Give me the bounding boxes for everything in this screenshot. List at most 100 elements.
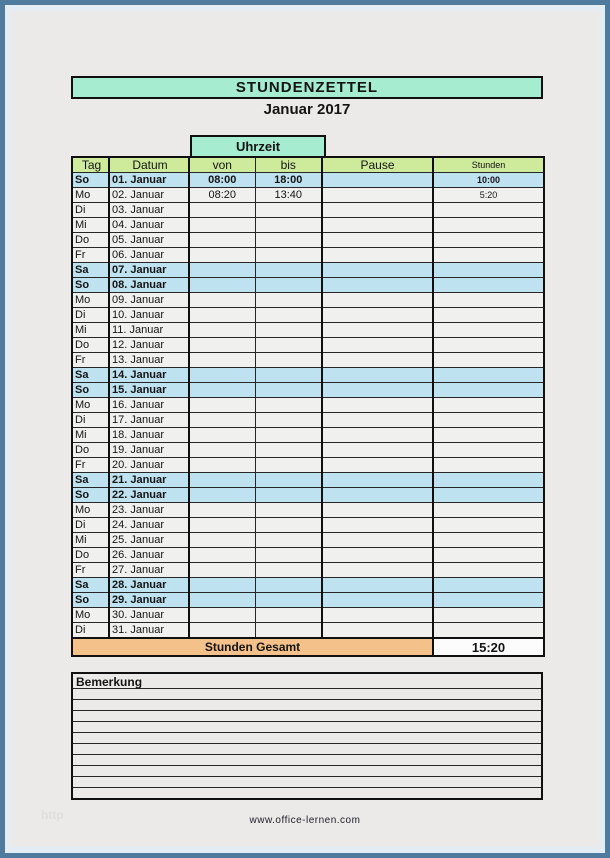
cell-pause[interactable] bbox=[321, 217, 434, 233]
bemerkung-line[interactable] bbox=[73, 711, 541, 722]
cell-pause[interactable] bbox=[321, 202, 434, 218]
cell-pause[interactable] bbox=[321, 367, 434, 383]
cell-pause[interactable] bbox=[321, 382, 434, 398]
cell-stunden[interactable] bbox=[432, 532, 545, 548]
cell-pause[interactable] bbox=[321, 247, 434, 263]
cell-pause[interactable] bbox=[321, 412, 434, 428]
cell-stunden[interactable] bbox=[432, 382, 545, 398]
cell-bis[interactable] bbox=[254, 502, 323, 518]
cell-von[interactable] bbox=[188, 397, 256, 413]
cell-von[interactable] bbox=[188, 592, 256, 608]
cell-bis[interactable] bbox=[254, 472, 323, 488]
cell-pause[interactable] bbox=[321, 322, 434, 338]
cell-pause[interactable] bbox=[321, 172, 434, 188]
footer-link[interactable]: www.office-lernen.com bbox=[249, 815, 361, 826]
cell-bis[interactable]: 18:00 bbox=[254, 172, 323, 188]
cell-stunden[interactable] bbox=[432, 562, 545, 578]
cell-stunden[interactable] bbox=[432, 442, 545, 458]
cell-von[interactable] bbox=[188, 232, 256, 248]
cell-pause[interactable] bbox=[321, 397, 434, 413]
cell-stunden[interactable] bbox=[432, 547, 545, 563]
cell-stunden[interactable] bbox=[432, 577, 545, 593]
cell-von[interactable] bbox=[188, 337, 256, 353]
cell-von[interactable]: 08:00 bbox=[188, 172, 256, 188]
bemerkung-line[interactable] bbox=[73, 700, 541, 711]
cell-stunden[interactable] bbox=[432, 397, 545, 413]
cell-von[interactable] bbox=[188, 292, 256, 308]
cell-pause[interactable] bbox=[321, 562, 434, 578]
cell-stunden[interactable] bbox=[432, 337, 545, 353]
cell-stunden[interactable] bbox=[432, 202, 545, 218]
cell-pause[interactable] bbox=[321, 187, 434, 203]
cell-pause[interactable] bbox=[321, 547, 434, 563]
cell-stunden[interactable]: 5:20 bbox=[432, 187, 545, 203]
cell-bis[interactable] bbox=[254, 232, 323, 248]
cell-stunden[interactable] bbox=[432, 622, 545, 639]
cell-von[interactable] bbox=[188, 547, 256, 563]
cell-von[interactable] bbox=[188, 307, 256, 323]
cell-stunden[interactable] bbox=[432, 292, 545, 308]
cell-stunden[interactable] bbox=[432, 592, 545, 608]
cell-bis[interactable] bbox=[254, 607, 323, 623]
bemerkung-line[interactable] bbox=[73, 766, 541, 777]
cell-pause[interactable] bbox=[321, 277, 434, 293]
cell-bis[interactable] bbox=[254, 427, 323, 443]
cell-bis[interactable] bbox=[254, 352, 323, 368]
cell-bis[interactable] bbox=[254, 307, 323, 323]
cell-pause[interactable] bbox=[321, 337, 434, 353]
cell-bis[interactable] bbox=[254, 337, 323, 353]
cell-von[interactable] bbox=[188, 352, 256, 368]
cell-bis[interactable]: 13:40 bbox=[254, 187, 323, 203]
cell-pause[interactable] bbox=[321, 427, 434, 443]
cell-pause[interactable] bbox=[321, 472, 434, 488]
cell-bis[interactable] bbox=[254, 262, 323, 278]
cell-bis[interactable] bbox=[254, 367, 323, 383]
cell-von[interactable] bbox=[188, 577, 256, 593]
cell-pause[interactable] bbox=[321, 307, 434, 323]
cell-von[interactable] bbox=[188, 382, 256, 398]
cell-bis[interactable] bbox=[254, 562, 323, 578]
cell-stunden[interactable] bbox=[432, 517, 545, 533]
cell-bis[interactable] bbox=[254, 382, 323, 398]
cell-von[interactable] bbox=[188, 472, 256, 488]
cell-stunden[interactable] bbox=[432, 322, 545, 338]
bemerkung-line[interactable] bbox=[73, 755, 541, 766]
bemerkung-line[interactable] bbox=[73, 744, 541, 755]
cell-bis[interactable] bbox=[254, 412, 323, 428]
cell-bis[interactable] bbox=[254, 547, 323, 563]
bemerkung-line[interactable] bbox=[73, 788, 541, 798]
cell-stunden[interactable] bbox=[432, 472, 545, 488]
cell-von[interactable] bbox=[188, 262, 256, 278]
cell-von[interactable] bbox=[188, 277, 256, 293]
cell-von[interactable] bbox=[188, 562, 256, 578]
cell-bis[interactable] bbox=[254, 517, 323, 533]
cell-pause[interactable] bbox=[321, 232, 434, 248]
cell-pause[interactable] bbox=[321, 502, 434, 518]
cell-pause[interactable] bbox=[321, 487, 434, 503]
cell-von[interactable] bbox=[188, 607, 256, 623]
cell-von[interactable] bbox=[188, 622, 256, 639]
cell-von[interactable] bbox=[188, 322, 256, 338]
cell-von[interactable] bbox=[188, 457, 256, 473]
cell-stunden[interactable] bbox=[432, 307, 545, 323]
cell-stunden[interactable] bbox=[432, 427, 545, 443]
cell-pause[interactable] bbox=[321, 607, 434, 623]
cell-stunden[interactable] bbox=[432, 457, 545, 473]
cell-stunden[interactable] bbox=[432, 607, 545, 623]
cell-pause[interactable] bbox=[321, 292, 434, 308]
cell-von[interactable] bbox=[188, 202, 256, 218]
cell-pause[interactable] bbox=[321, 517, 434, 533]
cell-bis[interactable] bbox=[254, 442, 323, 458]
bemerkung-line[interactable] bbox=[73, 777, 541, 788]
cell-von[interactable] bbox=[188, 502, 256, 518]
cell-bis[interactable] bbox=[254, 457, 323, 473]
cell-von[interactable] bbox=[188, 247, 256, 263]
cell-pause[interactable] bbox=[321, 442, 434, 458]
cell-pause[interactable] bbox=[321, 352, 434, 368]
bemerkung-line[interactable] bbox=[73, 689, 541, 700]
cell-bis[interactable] bbox=[254, 397, 323, 413]
cell-von[interactable] bbox=[188, 442, 256, 458]
cell-stunden[interactable] bbox=[432, 247, 545, 263]
cell-stunden[interactable] bbox=[432, 217, 545, 233]
cell-stunden[interactable] bbox=[432, 277, 545, 293]
